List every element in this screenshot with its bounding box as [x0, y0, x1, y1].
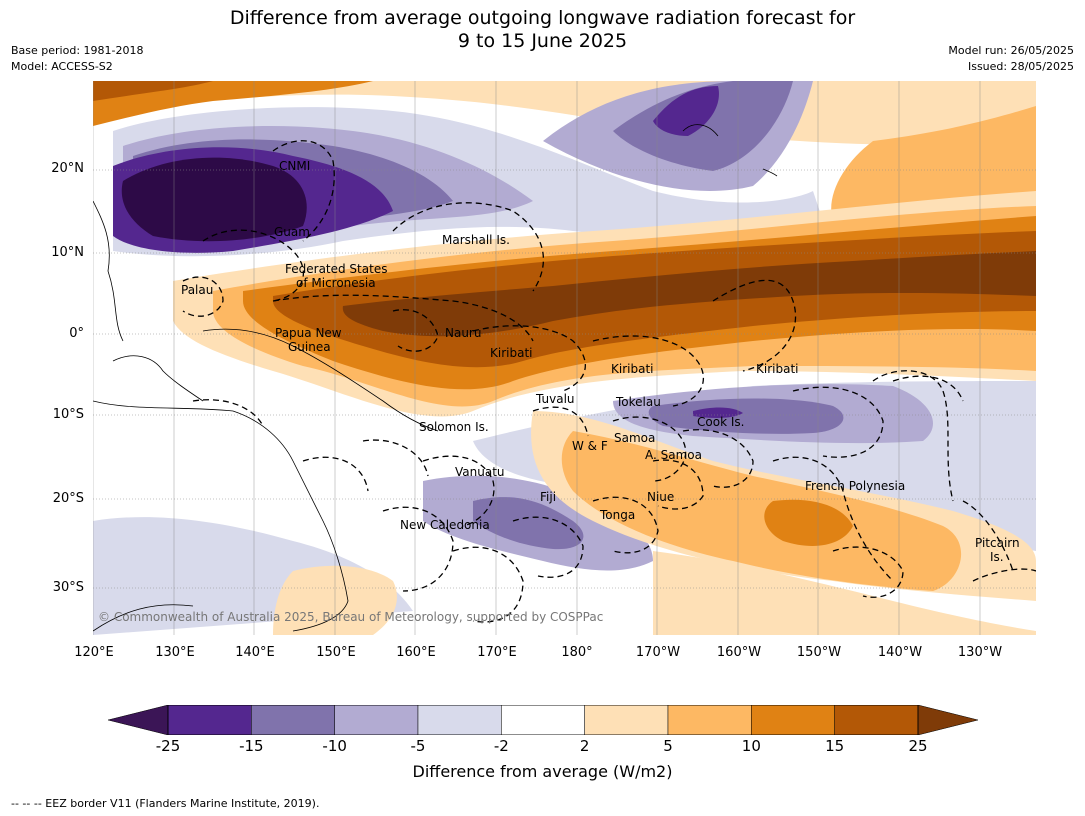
- eez-legend: -- -- -- EEZ border V11 (Flanders Marine…: [11, 797, 320, 810]
- label-vanuatu: Vanuatu: [455, 465, 505, 479]
- label-pitcairn-2: Is.: [990, 550, 1004, 564]
- colorbar-label: -10: [322, 737, 347, 755]
- title-line-1: Difference from average outgoing longwav…: [229, 7, 856, 29]
- eez-borders: [182, 140, 1036, 623]
- base-period: Base period: 1981-2018: [11, 44, 144, 57]
- colorbar-label: -15: [239, 737, 264, 755]
- gridlines: [93, 169, 1036, 589]
- colorbar-segment: [667, 705, 752, 735]
- label-cook: Cook Is.: [697, 415, 744, 429]
- colorbar-extend-high: [918, 705, 978, 735]
- ytick-0: 0°: [69, 326, 84, 341]
- colorbar-segment: [501, 705, 585, 735]
- colorbar-label: 10: [741, 737, 761, 755]
- meta-right: Model run: 26/05/2025 Issued: 28/05/2025: [948, 43, 1074, 75]
- xtick-140e: 140°E: [235, 645, 275, 660]
- label-new-caledonia: New Caledonia: [400, 518, 490, 532]
- map-svg: CNMI Guam Marshall Is. Federated States …: [93, 81, 1036, 635]
- colorbar-label: 5: [663, 737, 673, 755]
- meta-left: Base period: 1981-2018 Model: ACCESS-S2: [11, 43, 143, 75]
- colorbar-label: 2: [579, 737, 590, 755]
- ytick-20n: 20°N: [51, 161, 84, 176]
- colorbar-label: -25: [155, 737, 181, 755]
- label-png-2: Guinea: [288, 340, 331, 354]
- colorbar-label: -5: [410, 737, 426, 755]
- colorbar-segment: [167, 705, 252, 735]
- ytick-20s: 20°S: [52, 491, 84, 506]
- colorbar-label: 25: [908, 737, 928, 755]
- label-fsm-1: Federated States: [285, 262, 387, 276]
- coastlines: [93, 124, 778, 632]
- label-guam: Guam: [274, 225, 310, 239]
- colorbar-extend-low: [108, 705, 168, 735]
- label-cnmi: CNMI: [279, 159, 310, 173]
- colorbar-segment: [834, 705, 919, 735]
- label-fiji: Fiji: [540, 490, 556, 504]
- colorbar-segment: [417, 705, 502, 735]
- label-french-polynesia: French Polynesia: [805, 479, 905, 493]
- label-kiribati-3: Kiribati: [756, 362, 798, 376]
- ytick-30s: 30°S: [52, 580, 84, 595]
- label-samoa: Samoa: [614, 431, 655, 445]
- label-kiribati-1: Kiribati: [490, 346, 532, 360]
- xtick-150e: 150°E: [316, 645, 356, 660]
- xtick-170e: 170°E: [477, 645, 517, 660]
- label-tokelau: Tokelau: [615, 395, 661, 409]
- label-wf: W & F: [572, 439, 608, 453]
- olr-map: CNMI Guam Marshall Is. Federated States …: [93, 81, 1036, 635]
- label-nauru: Nauru: [445, 326, 481, 340]
- xtick-130e: 130°E: [155, 645, 195, 660]
- label-tonga: Tonga: [599, 508, 635, 522]
- label-asamoa: A. Samoa: [645, 448, 702, 462]
- colorbar-title: Difference from average (W/m2): [412, 762, 673, 781]
- chart-title: Difference from average outgoing longwav…: [0, 7, 1085, 53]
- label-pitcairn-1: Pitcairn: [975, 536, 1020, 550]
- ytick-10n: 10°N: [51, 245, 84, 260]
- label-kiribati-2: Kiribati: [611, 362, 653, 376]
- issued-date: Issued: 28/05/2025: [967, 60, 1074, 73]
- colorbar: [108, 705, 978, 735]
- label-fsm-2: of Micronesia: [296, 276, 376, 290]
- xtick-180: 180°: [561, 645, 593, 660]
- xtick-140w: 140°W: [877, 645, 923, 660]
- colorbar-segment: [584, 705, 669, 735]
- colorbar-segment: [251, 705, 335, 735]
- copyright-text: © Commonwealth of Australia 2025, Bureau…: [98, 610, 603, 624]
- colorbar-label: -2: [493, 737, 509, 755]
- model-name: Model: ACCESS-S2: [11, 60, 113, 73]
- xtick-150w: 150°W: [796, 645, 842, 660]
- label-tuvalu: Tuvalu: [535, 392, 575, 406]
- xtick-170w: 170°W: [635, 645, 681, 660]
- label-solomon: Solomon Is.: [419, 420, 489, 434]
- model-run: Model run: 26/05/2025: [948, 44, 1074, 57]
- xtick-160w: 160°W: [716, 645, 762, 660]
- xtick-130w: 130°W: [957, 645, 1003, 660]
- label-marshall: Marshall Is.: [442, 233, 510, 247]
- colorbar-segment: [751, 705, 835, 735]
- label-png-1: Papua New: [275, 326, 342, 340]
- xtick-160e: 160°E: [396, 645, 436, 660]
- label-palau: Palau: [181, 283, 213, 297]
- ytick-10s: 10°S: [52, 407, 84, 422]
- label-niue: Niue: [647, 490, 674, 504]
- xtick-120e: 120°E: [74, 645, 114, 660]
- title-line-2: 9 to 15 June 2025: [457, 30, 628, 52]
- colorbar-label: 15: [825, 737, 845, 755]
- colorbar-segment: [334, 705, 419, 735]
